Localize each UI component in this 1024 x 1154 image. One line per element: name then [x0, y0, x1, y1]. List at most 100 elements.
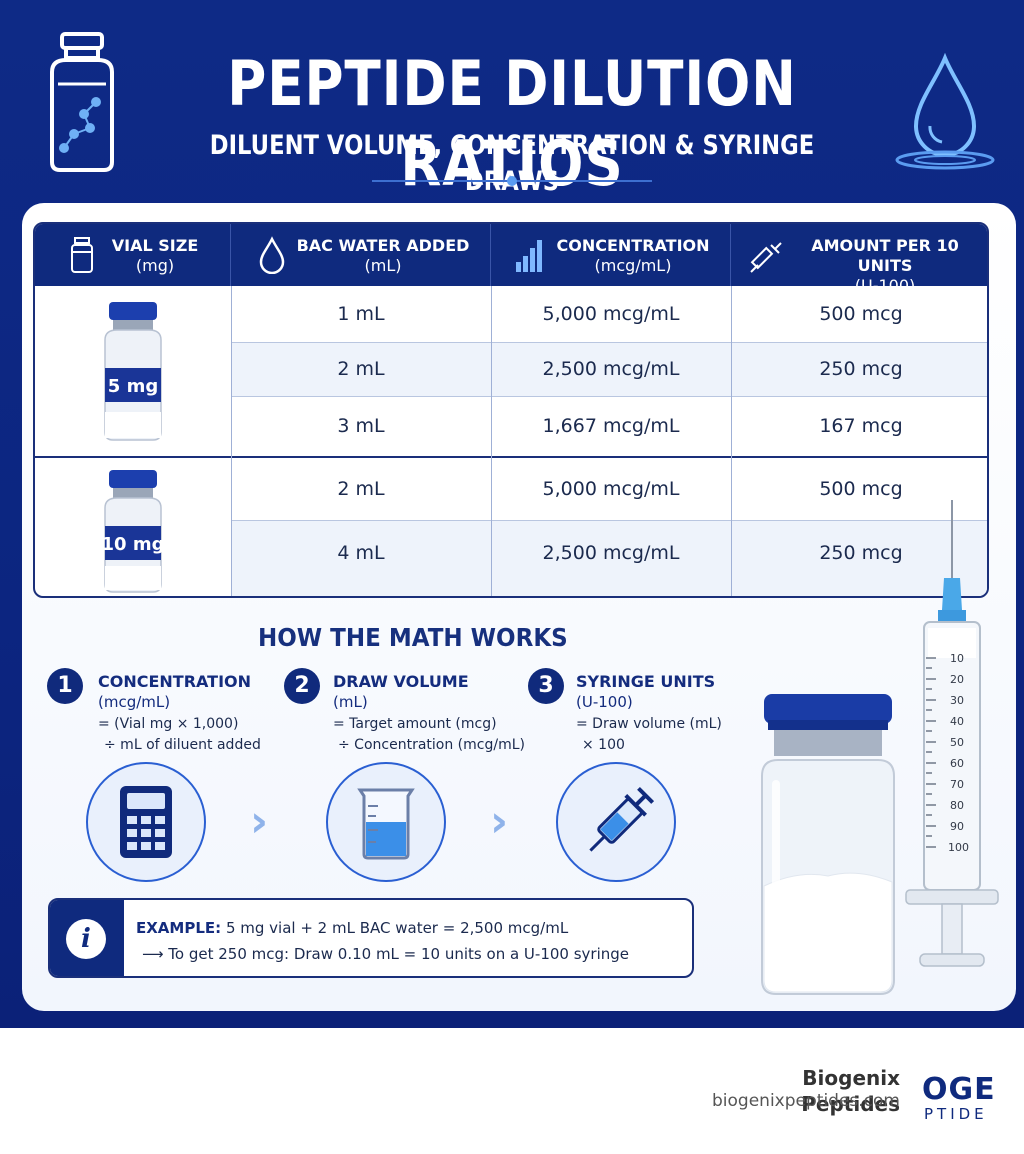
brand-logo: OGE PTIDE: [920, 1073, 1024, 1125]
cell-amount: 167 mcg: [819, 415, 903, 437]
step-number: 3: [528, 668, 564, 704]
math-section-title: HOW THE MATH WORKS: [258, 623, 568, 652]
column-header-label: BAC WATER ADDED: [296, 236, 470, 255]
logo-text-top: OGE: [922, 1073, 996, 1107]
column-header-unit: (mg): [135, 256, 175, 275]
syringe-scale-label: 90: [950, 820, 964, 833]
column-header-bac-water: BAC WATER ADDED (mL): [231, 224, 491, 286]
divider-dot: [507, 176, 517, 186]
cell-concentration: 2,500 mcg/mL: [542, 358, 680, 380]
column-header-label: VIAL SIZE: [111, 236, 199, 255]
brand-url[interactable]: biogenixpeptides.com: [712, 1091, 900, 1111]
water-drop-icon: [259, 236, 285, 274]
table-header: VIAL SIZE (mg) BAC WATER ADDED (mL) CONCEN…: [35, 224, 987, 295]
cell-concentration: 2,500 mcg/mL: [542, 542, 680, 564]
column-header-label: CONCENTRATION: [556, 236, 710, 255]
calculator-icon-circle: [86, 762, 206, 882]
syringe-icon: [750, 242, 782, 273]
cell-bac-water: 1 mL: [337, 303, 385, 325]
syringe-scale-label: 70: [950, 778, 964, 791]
cell-bac-water: 2 mL: [337, 478, 385, 500]
syringe-scale-label: 30: [950, 694, 964, 707]
beaker-icon-circle: [326, 762, 446, 882]
syringe-scale-label: 10: [950, 652, 964, 665]
syringe-icon: [589, 786, 655, 852]
dilution-table: VIAL SIZE (mg) BAC WATER ADDED (mL) CONCEN…: [33, 222, 989, 598]
step-formula-line: × 100: [582, 737, 625, 753]
large-vial-image: [761, 694, 895, 995]
group-divider: [35, 456, 987, 458]
chevron-right-icon: ›: [250, 796, 269, 847]
column-header-vial-size: VIAL SIZE (mg): [35, 224, 231, 286]
step-title: SYRINGE UNITS: [576, 672, 716, 691]
page-subtitle: DILUENT VOLUME, CONCENTRATION & SYRINGE …: [209, 130, 815, 197]
cell-bac-water: 3 mL: [337, 415, 385, 437]
vial-label: 5 mg: [108, 376, 158, 397]
step-formula-line: ÷ mL of diluent added: [104, 737, 261, 753]
column-header-unit: (mcg/mL): [594, 256, 672, 275]
syringe-scale-label: 20: [950, 673, 964, 686]
brand-name: Biogenix Peptides: [801, 1066, 900, 1116]
example-line: ⟶ To get 250 mcg: Draw 0.10 mL = 10 unit…: [142, 945, 630, 963]
bar-chart-icon: [516, 240, 542, 272]
vial-10mg-image: 10 mg: [102, 470, 165, 593]
step-unit: (U-100): [576, 693, 633, 711]
step-unit: (mcg/mL): [98, 693, 171, 711]
column-header-unit: (mL): [364, 256, 402, 275]
row-divider: [231, 396, 987, 397]
syringe-icon-circle: [556, 762, 676, 882]
example-box: i EXAMPLE: 5 mg vial + 2 mL BAC water = …: [48, 898, 694, 978]
water-drop-icon: [895, 52, 995, 170]
step-title: DRAW VOLUME: [333, 672, 469, 691]
row-divider: [231, 342, 987, 343]
page-title: PEPTIDE DILUTION RATIOS: [227, 47, 797, 200]
step-number: 1: [47, 668, 83, 704]
column-header-concentration: CONCENTRATION (mcg/mL): [491, 224, 731, 286]
logo-text-bottom: PTIDE: [924, 1105, 988, 1123]
cell-amount: 500 mcg: [819, 478, 903, 500]
vial-icon: [50, 32, 114, 172]
column-divider: [231, 286, 232, 596]
step-unit: (mL): [333, 693, 368, 711]
syringe-scale-label: 40: [950, 715, 964, 728]
cell-concentration: 1,667 mcg/mL: [542, 415, 680, 437]
step-formula-line: = Draw volume (mL): [576, 716, 722, 732]
cell-amount: 500 mcg: [819, 303, 903, 325]
vial-5mg-image: 5 mg: [104, 302, 162, 441]
example-text: 5 mg vial + 2 mL BAC water = 2,500 mcg/m…: [225, 919, 569, 937]
beaker-icon: [357, 788, 415, 860]
column-header-label: AMOUNT PER 10 UNITS: [811, 236, 959, 275]
cell-bac-water: 4 mL: [337, 542, 385, 564]
column-header-amount: AMOUNT PER 10 UNITS (U-100): [731, 224, 987, 295]
cell-amount: 250 mcg: [819, 542, 903, 564]
syringe-scale-label: 60: [950, 757, 964, 770]
step-formula-line: = Target amount (mcg): [333, 716, 497, 732]
cell-amount: 250 mcg: [819, 358, 903, 380]
step-formula-line: = (Vial mg × 1,000): [98, 716, 239, 732]
column-divider: [731, 286, 732, 596]
calculator-icon: [120, 786, 172, 858]
cell-concentration: 5,000 mcg/mL: [542, 478, 680, 500]
column-divider: [491, 286, 492, 596]
cell-bac-water: 2 mL: [337, 358, 385, 380]
syringe-scale-label: 50: [950, 736, 964, 749]
step-number: 2: [284, 668, 320, 704]
syringe-scale-label: 80: [950, 799, 964, 812]
chevron-right-icon: ›: [490, 796, 509, 847]
syringe-scale-label: 100: [948, 841, 969, 854]
cell-concentration: 5,000 mcg/mL: [542, 303, 680, 325]
example-line: EXAMPLE: 5 mg vial + 2 mL BAC water = 2,…: [136, 918, 568, 938]
row-band: [231, 342, 987, 396]
vial-icon: [71, 237, 93, 273]
vial-label: 10 mg: [102, 534, 165, 555]
example-sidebar: i: [50, 900, 124, 976]
row-band: [231, 520, 987, 596]
example-label: EXAMPLE:: [136, 919, 222, 937]
large-syringe-image: 10 20 30 40 50 60 70 80 90 100: [905, 500, 999, 967]
column-header-unit: (U-100): [854, 276, 916, 295]
row-divider: [231, 520, 987, 521]
info-icon: i: [66, 919, 106, 959]
step-formula-line: ÷ Concentration (mcg/mL): [338, 737, 525, 753]
step-title: CONCENTRATION: [98, 672, 252, 691]
